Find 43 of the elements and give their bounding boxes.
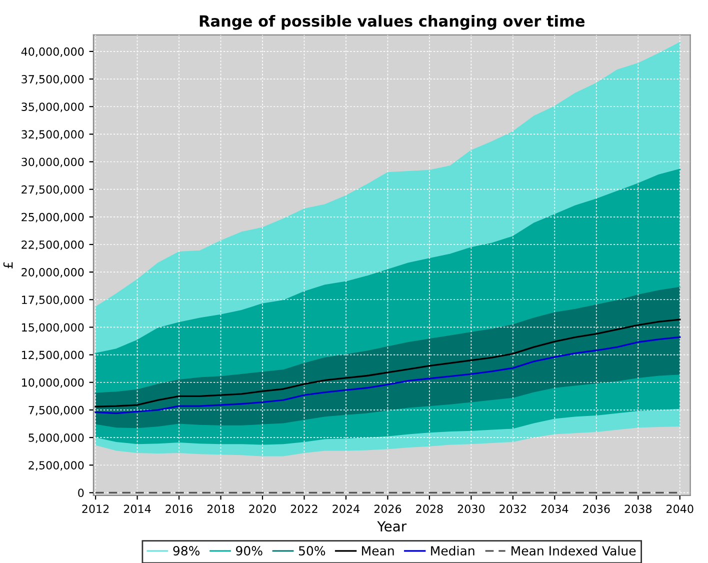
y-tick-label: 17,500,000 — [22, 296, 84, 306]
x-tick-label: 2040 — [666, 504, 694, 514]
x-tick-label: 2012 — [82, 504, 109, 514]
legend-label: Median — [431, 546, 474, 556]
y-tick-label: 40,000,000 — [21, 47, 84, 57]
x-tick-label: 2034 — [541, 504, 568, 514]
line-series — [94, 318, 681, 408]
x-tick-label: 2014 — [124, 504, 151, 514]
y-tick-label: 37,500,000 — [22, 75, 84, 85]
y-tick-label: 22,500,000 — [22, 240, 84, 250]
legend-label: Mean Indexed Value — [512, 546, 636, 556]
y-tick-label: 12,500,000 — [22, 350, 84, 360]
legend-label: 50% — [298, 546, 326, 556]
y-tick-label: 30,000,000 — [22, 158, 84, 168]
legend-label: Mean — [362, 546, 394, 556]
y-tick-label: 2,500,000 — [28, 461, 84, 471]
x-tick-label: 2038 — [624, 504, 652, 514]
x-tick-label: 2016 — [166, 504, 192, 514]
x-axis-title: Year — [377, 521, 407, 532]
y-tick-label: 7,500,000 — [28, 406, 84, 416]
y-axis-title: £ — [3, 262, 13, 268]
y-tick-label: 15,000,000 — [22, 323, 84, 333]
y-tick-label: 32,500,000 — [22, 130, 84, 140]
y-tick-label: 35,000,000 — [22, 102, 84, 112]
x-tick-label: 2028 — [416, 504, 443, 514]
y-tick-label: 10,000,000 — [22, 378, 84, 388]
x-tick-label: 2020 — [249, 504, 276, 514]
x-tick-label: 2026 — [374, 504, 402, 514]
x-tick-label: 2032 — [500, 504, 526, 514]
y-tick-label: 27,500,000 — [22, 185, 84, 195]
y-tick-label: 20,000,000 — [22, 268, 84, 278]
line-series — [94, 336, 681, 414]
legend-label: 90% — [236, 546, 262, 556]
x-tick-label: 2024 — [332, 504, 360, 514]
y-tick-label: 5,000,000 — [28, 434, 84, 444]
x-tick-label: 2030 — [458, 504, 485, 514]
x-tick-label: 2036 — [583, 504, 610, 514]
x-tick-label: 2018 — [207, 504, 234, 514]
y-tick-label: 25,000,000 — [22, 212, 84, 222]
chart-title: Range of possible values changing over time — [200, 14, 585, 30]
legend-label: 98% — [173, 546, 200, 556]
y-tick-label: 0 — [78, 488, 84, 498]
x-tick-label: 2022 — [290, 504, 318, 514]
